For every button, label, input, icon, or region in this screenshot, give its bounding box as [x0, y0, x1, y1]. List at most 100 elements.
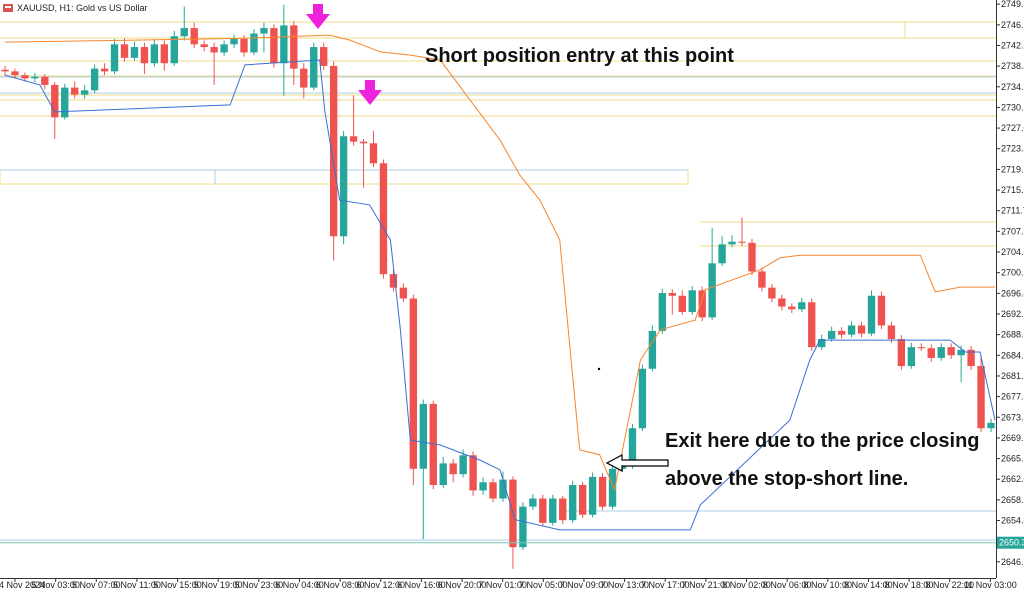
y-tick-label: 2704.09 — [1001, 247, 1024, 257]
candle-body — [907, 347, 916, 367]
x-tick-label: 5 Nov 23:00 — [235, 580, 284, 589]
candle-body — [608, 468, 617, 507]
candle-body — [847, 325, 856, 335]
candle-body — [320, 47, 328, 66]
x-tick-label: 7 Nov 17:00 — [641, 580, 690, 589]
y-tick-label: 2738.47 — [1001, 61, 1024, 71]
candle-body — [349, 136, 358, 142]
y-tick-label: 2711.73 — [1001, 206, 1024, 216]
candle-body — [71, 87, 79, 95]
y-tick-label: 2715.55 — [1001, 185, 1024, 195]
candle-body — [190, 28, 198, 45]
candle-body — [529, 498, 537, 507]
candle-body — [678, 295, 686, 312]
candle-body — [658, 293, 667, 331]
candle-body — [768, 287, 776, 299]
candle-body — [827, 330, 836, 340]
y-tick-label: 2673.53 — [1001, 412, 1024, 422]
y-tick-label: 2646.79 — [1001, 557, 1024, 567]
candle-body — [230, 38, 238, 45]
y-tick-label: 2719.37 — [1001, 164, 1024, 174]
candle-body — [21, 75, 29, 79]
candle-body — [698, 290, 706, 318]
candle-body — [668, 293, 676, 296]
candle-body — [957, 349, 965, 356]
x-tick-label: 7 Nov 21:00 — [682, 580, 731, 589]
x-tick-label: 6 Nov 12:00 — [356, 580, 405, 589]
candle-body — [459, 455, 467, 475]
candle-body — [130, 47, 139, 58]
candle-body — [499, 479, 507, 499]
candle-body — [598, 476, 607, 507]
candle-body — [170, 36, 178, 64]
candle-body — [399, 287, 408, 299]
candle-body — [738, 241, 746, 243]
candle-body — [479, 482, 487, 491]
candle-body — [897, 339, 906, 367]
candle-body — [519, 506, 527, 548]
candle-body — [808, 302, 816, 348]
x-tick-label: 7 Nov 05:00 — [519, 580, 568, 589]
candle-body — [489, 482, 497, 499]
y-tick-label: 2677.35 — [1001, 392, 1024, 402]
candle-body — [150, 44, 159, 64]
candle-body — [429, 403, 437, 486]
y-tick-label: 2730.83 — [1001, 102, 1024, 112]
candle-body — [310, 47, 318, 88]
candle-body — [160, 44, 169, 64]
y-tick-label: 2727.01 — [1001, 123, 1024, 133]
candle-body — [559, 498, 567, 521]
candle-body — [857, 325, 866, 334]
x-tick-label: 11 Nov 03:00 — [964, 580, 1017, 589]
candle-body — [758, 271, 766, 288]
candle-body — [708, 263, 716, 318]
candle-body — [359, 141, 368, 144]
candle-body — [937, 347, 945, 358]
candle-body — [329, 65, 338, 237]
x-tick-label: 4 Nov 2024 — [0, 580, 45, 589]
candle-body — [389, 274, 398, 288]
candle-body — [41, 76, 49, 85]
candle-body — [449, 463, 457, 475]
candle-body — [339, 136, 348, 237]
plot — [1, 4, 996, 569]
y-tick-label: 2665.89 — [1001, 454, 1024, 464]
y-tick-label: 2684.99 — [1001, 350, 1024, 360]
candle-body — [31, 76, 39, 79]
y-tick-label: 2746.11 — [1001, 20, 1024, 30]
y-tick-label: 2734.65 — [1001, 82, 1024, 92]
candle-body — [51, 84, 59, 118]
chart-title: XAUUSD, H1: Gold vs US Dollar — [17, 3, 148, 13]
x-tick-label: 8 Nov 06:00 — [763, 580, 812, 589]
candle-body — [638, 368, 647, 429]
x-tick-label: 5 Nov 15:00 — [153, 580, 202, 589]
candle-body — [977, 366, 985, 429]
candle-body — [369, 143, 378, 164]
candle-body — [728, 241, 736, 245]
candle-body — [220, 44, 228, 53]
candle-body — [927, 348, 935, 358]
candle-body — [818, 339, 826, 348]
x-tick-label: 5 Nov 19:00 — [194, 580, 243, 589]
y-tick-label: 2742.29 — [1001, 40, 1024, 50]
candle-body — [788, 306, 796, 310]
candle-body — [180, 28, 188, 37]
candle-body — [100, 68, 109, 72]
candle-body — [648, 330, 657, 369]
candle-body — [439, 463, 447, 486]
candle-body — [260, 28, 268, 34]
x-tick-label: 7 Nov 13:00 — [600, 580, 649, 589]
candle-body — [539, 498, 547, 523]
candle-body — [967, 349, 975, 367]
candle-body — [110, 44, 119, 72]
candle-body — [379, 163, 388, 275]
candle-body — [409, 298, 418, 469]
y-tick-label: 2669.71 — [1001, 433, 1024, 443]
candle-body — [947, 347, 955, 356]
y-tick-label: 2688.81 — [1001, 330, 1024, 340]
annotation: Exit here due to the price closing — [665, 430, 980, 452]
candle-body — [837, 330, 846, 335]
candle-body — [80, 90, 89, 95]
x-tick-label: 5 Nov 07:00 — [72, 580, 121, 589]
